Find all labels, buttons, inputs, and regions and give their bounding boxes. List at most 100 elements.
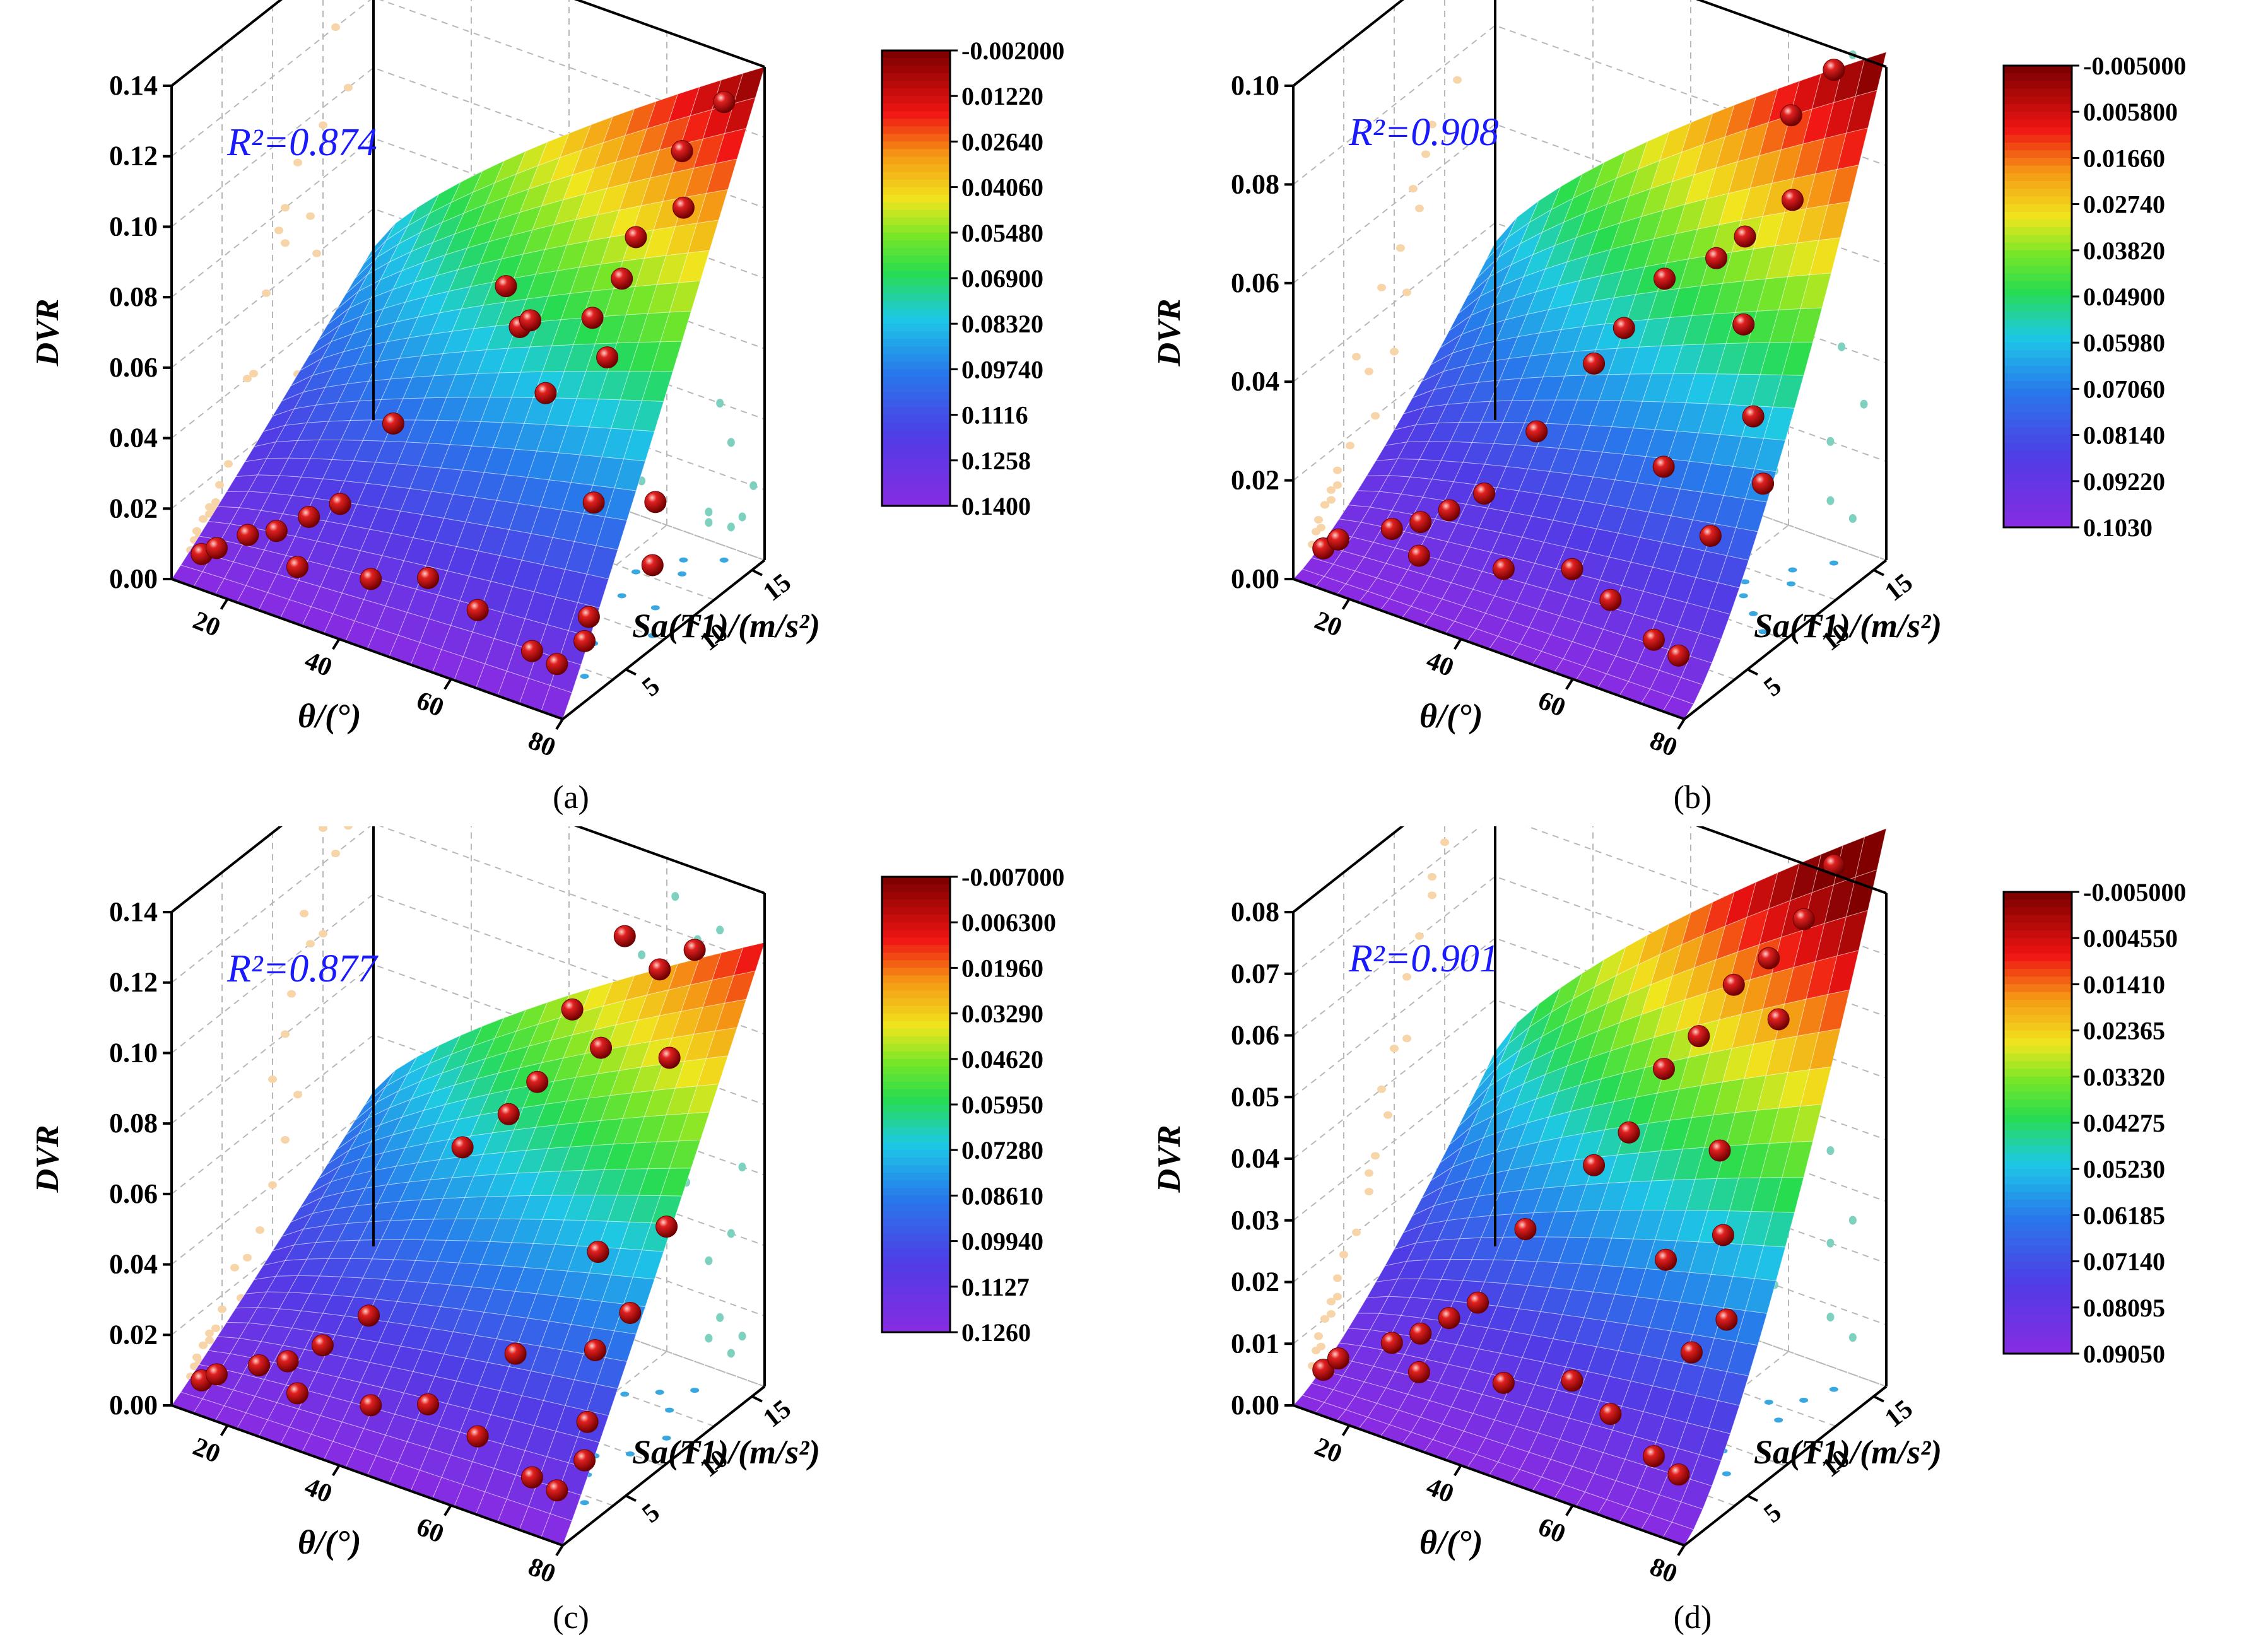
colorbar-band (2004, 143, 2072, 151)
colorbar-band (882, 73, 950, 82)
axes (170, 0, 766, 720)
sa-tick (625, 668, 637, 676)
shadow-point-left (312, 249, 321, 257)
colorbar-band (2004, 365, 2072, 374)
data-point (1407, 1361, 1430, 1383)
data-point (1742, 405, 1765, 428)
shadow-point-floor (1722, 1471, 1731, 1477)
colorbar-label: 0.02365 (2083, 1017, 2165, 1045)
data-point (520, 1466, 543, 1489)
fitted-surface (171, 66, 765, 720)
gridline (171, 826, 765, 983)
sa-tick-label: 15 (758, 1394, 796, 1433)
shadow-point-left (293, 1091, 302, 1099)
colorbar-band (2004, 481, 2072, 489)
z-axis: 0.00 0.01 0.02 0.03 0.04 0.05 0.06 0.07 0.08 (1231, 896, 1293, 1421)
colorbar-label: 0.09220 (2083, 467, 2165, 496)
sa-tick (688, 1444, 700, 1453)
colorbar-band (882, 1324, 950, 1333)
shadow-point-left (281, 1030, 290, 1038)
shadow-point-floor (648, 633, 657, 638)
colorbar-band (882, 1036, 950, 1045)
shadow-point-left (344, 83, 353, 91)
shadow-point-floor (679, 557, 688, 563)
colorbar-band (882, 50, 950, 59)
theta-tick (332, 638, 341, 650)
colorbar-band (882, 119, 950, 127)
colorbar-band (882, 194, 950, 203)
colorbar-band (2004, 1200, 2072, 1209)
z-tick-label: 0.00 (109, 1390, 158, 1421)
colorbar-band (882, 88, 950, 97)
data-point (1688, 1025, 1710, 1048)
colorbar-band (882, 1248, 950, 1257)
colorbar-band (882, 945, 950, 954)
data-point (466, 1425, 489, 1448)
colorbar-band (2004, 220, 2072, 228)
colorbar-band (2004, 88, 2072, 97)
colorbar-band (2004, 211, 2072, 220)
data-point (641, 554, 664, 577)
colorbar-band (2004, 1092, 2072, 1101)
z-axis: 0.00 0.02 0.04 0.06 0.08 0.10 0.12 0.14 (109, 70, 172, 594)
sa-tick-label: 15 (1879, 1394, 1918, 1433)
colorbar-band (2004, 946, 2072, 954)
colorbar-band (2004, 335, 2072, 344)
colorbar-band (2004, 1230, 2072, 1239)
data-point (1467, 1291, 1489, 1314)
panel-caption: (a) (553, 780, 589, 816)
shadow-point-left (1365, 1188, 1373, 1196)
surface-patch (364, 223, 396, 264)
colorbar-band (2004, 519, 2072, 528)
z-axis: 0.00 0.02 0.04 0.06 0.08 0.10 (1231, 70, 1293, 594)
colorbar-band (2004, 389, 2072, 397)
data-point (1758, 947, 1780, 970)
colorbar-band (882, 301, 950, 310)
data-point (596, 346, 619, 369)
theta-tick (1454, 638, 1462, 650)
data-points (1312, 59, 1845, 667)
colorbar-band (2004, 1338, 2072, 1347)
data-point (360, 568, 382, 590)
data-point (1722, 973, 1745, 996)
shadow-point-right (1838, 342, 1846, 351)
shadow-point-left (199, 515, 208, 523)
colorbar-band (882, 407, 950, 416)
colorbar-band (882, 240, 950, 249)
z-tick-label: 0.08 (1231, 896, 1279, 927)
colorbar-band (882, 937, 950, 946)
colorbar-band (882, 324, 950, 332)
shadow-point-right (638, 950, 646, 959)
colorbar: -0.005000 0.004550 0.01410 0.02365 0.03320 0.… (2002, 878, 2186, 1368)
shadow-point-left (1390, 348, 1399, 356)
z-tick-label: 0.06 (1231, 1020, 1279, 1051)
colorbar-band (882, 475, 950, 484)
colorbar-band (2004, 1046, 2072, 1055)
colorbar-band (2004, 1192, 2072, 1200)
colorbar-band (882, 141, 950, 150)
colorbar-band (2004, 473, 2072, 482)
colorbar-band (882, 975, 950, 984)
colorbar-band (882, 1066, 950, 1075)
axes (170, 826, 766, 1547)
colorbar: -0.002000 0.01220 0.02640 0.04060 0.05480 0.0… (881, 37, 1064, 520)
shadow-point-floor (631, 569, 640, 575)
data-point (1409, 511, 1432, 534)
colorbar-band (882, 66, 950, 74)
panel-caption: (d) (1673, 1600, 1712, 1636)
colorbar-band (882, 1180, 950, 1189)
colorbar-label: 0.03290 (961, 1000, 1043, 1028)
data-points (191, 925, 706, 1502)
theta-tick (1565, 1504, 1574, 1516)
colorbar-label: 0.1260 (961, 1318, 1031, 1347)
colorbar-label: 0.01660 (2083, 144, 2165, 172)
axis-line (1293, 1404, 1685, 1547)
shadow-point-left (256, 1226, 264, 1234)
data-point (382, 412, 404, 435)
data-point (1613, 317, 1635, 339)
colorbar-band (2004, 250, 2072, 259)
z-tick-label: 0.04 (1231, 1143, 1279, 1174)
colorbar-band (882, 1089, 950, 1098)
panel-b: 0.00 0.02 0.04 0.06 0.08 0.10 DVR 20 40 60 80 θ/(°)… (1122, 0, 2243, 826)
r2-annotation: R²=0.874 (226, 121, 377, 164)
